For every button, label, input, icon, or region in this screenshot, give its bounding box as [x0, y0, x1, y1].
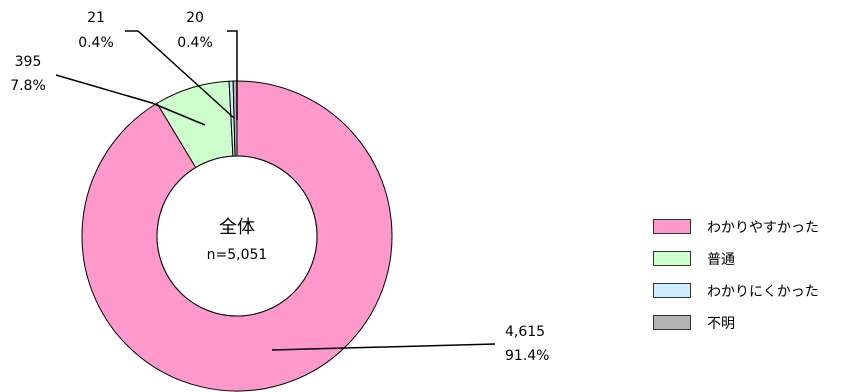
legend-swatch: [653, 251, 691, 266]
data-label-percent: 0.4%: [78, 35, 114, 51]
leader-line: [227, 30, 238, 120]
center-subtitle: n=5,051: [207, 247, 268, 263]
data-label-value: 395: [15, 54, 42, 70]
legend-item: 不明: [653, 314, 819, 332]
leader-line: [55, 74, 206, 126]
legend-swatch: [653, 315, 691, 330]
legend-label: わかりやすかった: [707, 219, 819, 236]
data-label-value: 20: [186, 10, 204, 26]
legend-item: わかりやすかった: [653, 218, 819, 236]
legend-label: 不明: [707, 315, 735, 332]
center-title: 全体: [219, 217, 255, 238]
leader-lines: [55, 30, 496, 351]
data-label-percent: 0.4%: [177, 35, 213, 51]
data-label-value: 21: [87, 10, 105, 26]
data-label-percent: 7.8%: [10, 78, 46, 94]
legend-swatch: [653, 283, 691, 298]
data-labels: 4,615 91.4% 395 7.8% 21 0.4% 20 0.4%: [10, 10, 549, 364]
legend: わかりやすかった 普通 わかりにくかった 不明: [653, 218, 819, 346]
leader-line: [271, 343, 496, 351]
donut-hole: [156, 155, 318, 317]
legend-item: 普通: [653, 250, 819, 268]
legend-label: 普通: [707, 251, 735, 268]
data-label-value: 4,615: [505, 324, 545, 340]
leader-line: [125, 30, 235, 119]
legend-swatch: [653, 219, 691, 234]
legend-label: わかりにくかった: [707, 283, 819, 300]
data-label-percent: 91.4%: [505, 348, 549, 364]
legend-item: わかりにくかった: [653, 282, 819, 300]
